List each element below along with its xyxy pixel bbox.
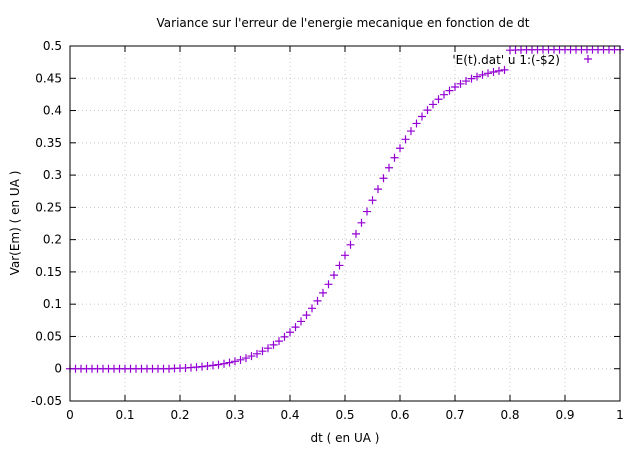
data-point xyxy=(352,229,360,238)
data-point xyxy=(264,344,272,353)
data-point xyxy=(330,271,338,280)
data-point xyxy=(407,127,415,136)
data-point xyxy=(418,112,426,121)
x-tick-label: 0.1 xyxy=(115,408,134,422)
data-point xyxy=(473,72,481,81)
data-point xyxy=(214,360,223,369)
data-point xyxy=(313,296,322,305)
y-axis: -0.05 0 0.05 0.1 0.15 0.2 0.25 0.3 0.35 0.4 0.45 0.… xyxy=(31,39,620,408)
data-point xyxy=(478,70,487,79)
chart-title: Variance sur l'erreur de l'energie mecan… xyxy=(157,16,530,30)
data-point xyxy=(363,207,371,216)
data-point xyxy=(269,340,278,349)
x-tick-label: 1 xyxy=(616,408,624,422)
y-tick-label: 0.45 xyxy=(35,71,62,85)
data-point xyxy=(231,357,239,366)
data-point xyxy=(412,119,421,128)
data-point xyxy=(319,288,327,297)
y-tick-label: 0.25 xyxy=(35,200,62,214)
x-tick-label: 0.3 xyxy=(225,408,244,422)
y-tick-label: 0.15 xyxy=(35,265,62,279)
data-point xyxy=(368,196,377,205)
data-point xyxy=(484,69,492,78)
data-point xyxy=(423,106,432,115)
legend-marker-glyph xyxy=(584,55,592,63)
data-point xyxy=(500,65,509,74)
data-point xyxy=(445,86,454,95)
data-point xyxy=(379,174,388,183)
data-point xyxy=(374,185,382,194)
y-tick-label: 0.3 xyxy=(43,168,62,182)
data-point xyxy=(462,77,470,86)
data-point xyxy=(247,352,256,361)
x-tick-label: 0 xyxy=(66,408,74,422)
x-axis: 0 0.1 0.2 0.3 0.4 0.5 0.6 0.7 0.8 0.9 1 xyxy=(66,46,624,422)
data-point xyxy=(324,280,333,289)
y-axis-label: Var(Em) ( en UA ) xyxy=(8,171,22,276)
data-point xyxy=(346,240,355,249)
data-series xyxy=(66,45,624,373)
y-tick-label: 0.4 xyxy=(43,104,62,118)
data-point xyxy=(220,359,228,368)
legend: 'E(t).dat' u 1:(-$2) xyxy=(452,53,592,67)
data-point xyxy=(275,337,283,346)
x-tick-label: 0.7 xyxy=(445,408,464,422)
data-point xyxy=(203,362,212,371)
plot-frame xyxy=(69,45,621,402)
x-tick-label: 0.8 xyxy=(500,408,519,422)
gridlines xyxy=(70,46,620,401)
legend-label: 'E(t).dat' u 1:(-$2) xyxy=(452,53,560,67)
data-point xyxy=(302,311,311,320)
data-point xyxy=(434,95,443,104)
x-tick-label: 0.4 xyxy=(280,408,299,422)
y-tick-label: 0.05 xyxy=(35,329,62,343)
data-point xyxy=(341,251,349,260)
data-point xyxy=(357,218,366,227)
legend-marker xyxy=(584,55,592,63)
x-tick-label: 0.9 xyxy=(555,408,574,422)
y-tick-label: 0 xyxy=(54,362,62,376)
data-point xyxy=(242,354,250,363)
data-point xyxy=(429,100,437,109)
data-point xyxy=(385,163,393,172)
data-point xyxy=(236,355,245,364)
data-point xyxy=(258,347,267,356)
x-tick-label: 0.5 xyxy=(335,408,354,422)
data-point xyxy=(489,68,498,77)
data-point xyxy=(297,317,305,326)
data-point xyxy=(456,79,465,88)
data-point xyxy=(280,332,289,341)
x-tick-label: 0.6 xyxy=(390,408,409,422)
data-point xyxy=(451,82,459,91)
data-point xyxy=(209,361,217,370)
data-point xyxy=(495,66,503,75)
data-point xyxy=(308,304,316,313)
data-point xyxy=(401,135,410,144)
data-point xyxy=(467,74,476,83)
y-tick-label: 0.35 xyxy=(35,136,62,150)
data-point xyxy=(396,144,404,153)
y-tick-label: 0.1 xyxy=(43,297,62,311)
x-tick-label: 0.2 xyxy=(170,408,189,422)
y-tick-label: 0.5 xyxy=(43,39,62,53)
x-axis-label: dt ( en UA ) xyxy=(311,431,380,445)
data-point xyxy=(291,323,300,332)
data-point xyxy=(253,349,261,358)
y-tick-label: -0.05 xyxy=(31,394,62,408)
data-point xyxy=(286,328,294,337)
y-tick-label: 0.2 xyxy=(43,233,62,247)
data-point xyxy=(335,261,344,270)
data-point xyxy=(440,90,448,99)
data-point xyxy=(390,153,399,162)
data-point xyxy=(225,358,234,367)
